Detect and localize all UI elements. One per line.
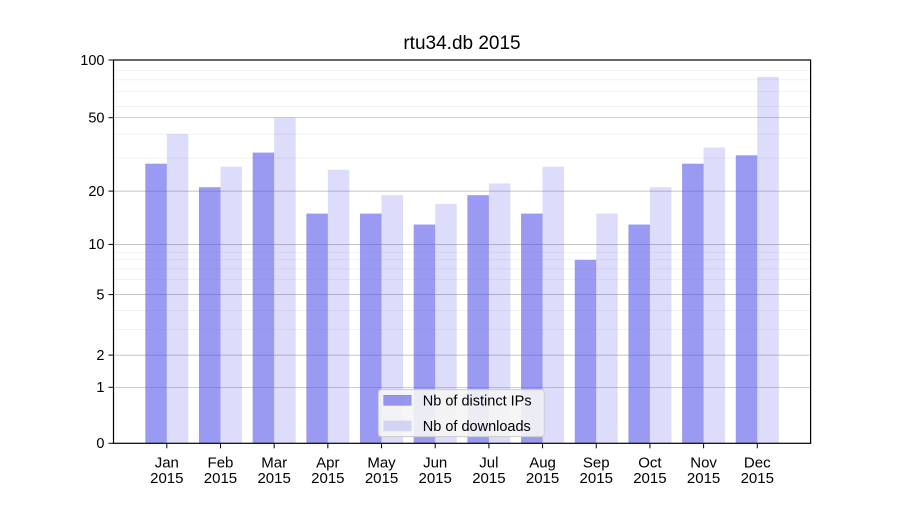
svg-text:2015: 2015 (687, 470, 720, 487)
svg-text:0: 0 (96, 436, 104, 452)
svg-text:Nb of distinct IPs: Nb of distinct IPs (423, 393, 532, 409)
svg-text:2015: 2015 (365, 470, 398, 487)
svg-text:50: 50 (88, 111, 104, 127)
svg-text:2015: 2015 (419, 470, 452, 487)
svg-text:Nb of downloads: Nb of downloads (423, 419, 531, 435)
svg-text:5: 5 (96, 287, 104, 303)
svg-text:1: 1 (96, 380, 104, 396)
svg-text:2015: 2015 (580, 470, 613, 487)
svg-text:rtu34.db 2015: rtu34.db 2015 (403, 33, 520, 54)
svg-text:2015: 2015 (150, 470, 183, 487)
svg-text:2015: 2015 (741, 470, 774, 487)
svg-text:2015: 2015 (472, 470, 505, 487)
svg-text:2015: 2015 (526, 470, 559, 487)
svg-text:100: 100 (80, 53, 104, 69)
svg-text:10: 10 (88, 237, 104, 253)
svg-text:2015: 2015 (257, 470, 290, 487)
svg-text:2015: 2015 (633, 470, 666, 487)
svg-text:20: 20 (88, 184, 104, 200)
svg-text:2015: 2015 (311, 470, 344, 487)
svg-text:2015: 2015 (204, 470, 237, 487)
svg-text:2: 2 (96, 348, 104, 364)
